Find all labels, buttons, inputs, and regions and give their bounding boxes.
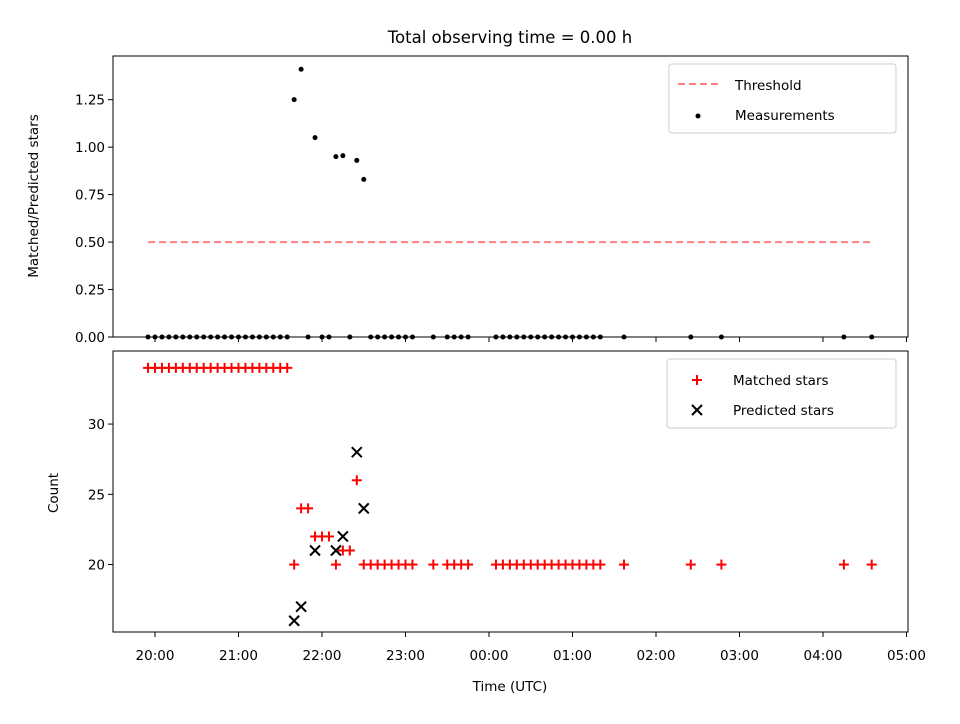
- matched-star-point: [428, 559, 439, 570]
- top-y-tick-label: 1.25: [75, 93, 105, 109]
- matched-star-point: [344, 545, 355, 556]
- top-axes-frame: [112, 55, 909, 338]
- top-y-tick-label: 0.50: [75, 235, 105, 251]
- x-tick-label: 03:00: [720, 648, 759, 664]
- matched-star-point: [282, 362, 293, 373]
- top-y-tick-label: 1.00: [75, 140, 105, 156]
- x-tick-label: 21:00: [219, 648, 258, 664]
- x-tick-label: 22:00: [303, 648, 342, 664]
- bottom-legend: Matched stars Predicted stars: [666, 358, 897, 429]
- predicted-star-points: [288, 446, 370, 627]
- bottom-y-tick-label: 20: [88, 558, 105, 574]
- x-tick-label: 23:00: [386, 648, 425, 664]
- x-tick-label: 05:00: [887, 648, 926, 664]
- measurement-point: [333, 154, 339, 160]
- x-tick-label: 01:00: [553, 648, 592, 664]
- top-y-axis-label: Matched/Predicted stars: [26, 114, 42, 277]
- x-tick-label: 02:00: [637, 648, 676, 664]
- predicted-star-point: [288, 615, 300, 627]
- predicted-star-point: [358, 502, 370, 515]
- matched-star-point: [866, 559, 877, 570]
- bottom-y-tick-label: 30: [88, 417, 105, 433]
- matched-star-point: [289, 559, 300, 570]
- matched-star-point: [838, 559, 849, 570]
- bottom-y-tick-label: 25: [88, 487, 105, 503]
- measurement-point: [291, 97, 297, 103]
- legend-predicted-swatch: [691, 404, 703, 416]
- predicted-star-point: [295, 601, 307, 613]
- legend-measurements-label: Measurements: [735, 108, 835, 124]
- bottom-y-ticks: 20 25 30: [88, 417, 113, 574]
- predicted-star-point: [337, 530, 349, 543]
- x-tick-label: 20:00: [136, 648, 175, 664]
- matched-star-point: [685, 559, 696, 570]
- matched-star-point: [618, 559, 629, 570]
- legend-matched-label: Matched stars: [733, 373, 829, 389]
- measurement-point: [298, 66, 304, 72]
- legend-plus-marker: [692, 375, 702, 385]
- bottom-legend-box: [666, 358, 897, 429]
- bottom-x-ticks: 20:00 21:00 22:00 23:00 00:00 01:00 02:00 03:00…: [136, 632, 926, 664]
- top-y-tick-label: 0.25: [75, 283, 105, 299]
- measurement-point: [354, 157, 360, 163]
- legend-matched-swatch: [692, 375, 702, 385]
- measurement-point: [340, 153, 346, 159]
- bottom-y-axis-label: Count: [46, 473, 62, 513]
- measurement-point: [312, 135, 318, 141]
- measurement-point: [361, 176, 367, 182]
- x-tick-label: 00:00: [470, 648, 509, 664]
- chart-title: Total observing time = 0.00 h: [387, 28, 632, 47]
- matched-star-point: [323, 531, 334, 542]
- matched-star-point: [716, 559, 727, 570]
- legend-threshold-label: Threshold: [734, 78, 802, 94]
- top-y-ticks: 0.00 0.25 0.50 0.75 1.00 1.25: [75, 93, 113, 346]
- matched-star-point: [330, 559, 341, 570]
- ratio-panel: Total observing time = 0.00 h Matched/Pr…: [26, 28, 909, 346]
- predicted-star-point: [351, 446, 363, 458]
- top-y-tick-label: 0.75: [75, 188, 105, 204]
- top-y-tick-label: 0.00: [75, 330, 105, 346]
- x-tick-label: 04:00: [804, 648, 843, 664]
- top-legend: Threshold Measurements: [668, 63, 897, 134]
- matched-star-points: [143, 362, 877, 570]
- matched-star-point: [351, 475, 362, 486]
- matched-star-point: [303, 503, 314, 514]
- x-axis-label: Time (UTC): [472, 679, 548, 695]
- predicted-star-point: [330, 544, 342, 557]
- legend-measurements-swatch: [695, 113, 701, 119]
- matched-star-point: [595, 559, 606, 570]
- matched-star-point: [463, 559, 474, 570]
- bottom-axes-frame: [112, 350, 909, 633]
- legend-predicted-label: Predicted stars: [733, 403, 834, 419]
- legend-x-marker: [691, 404, 703, 416]
- top-legend-box: [668, 63, 897, 134]
- predicted-star-point: [309, 544, 321, 557]
- matched-star-point: [407, 559, 418, 570]
